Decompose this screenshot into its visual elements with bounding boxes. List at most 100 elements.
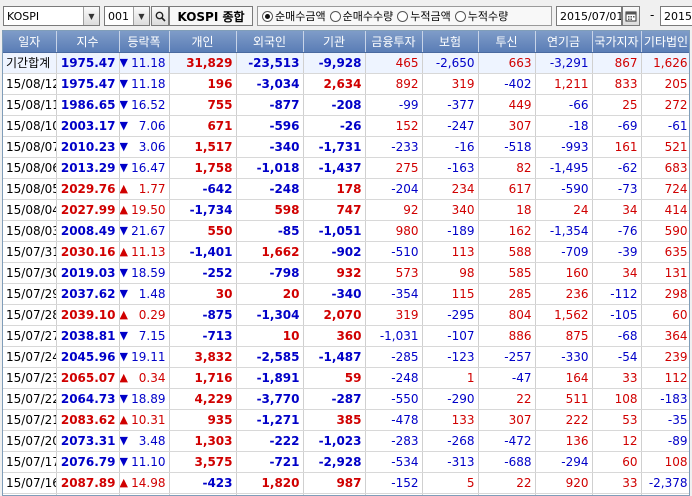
table-row[interactable]: 15/07/23 2065.07 ▲ 0.34 1,716 -1,891 59 -248 1 -4…	[3, 367, 689, 389]
column-header[interactable]: 개인	[169, 31, 237, 53]
code-select-value: 001	[108, 9, 129, 23]
table-row[interactable]: 15/07/28 2039.10 ▲ 0.29 -875 -1,304 2,070 319 -2…	[3, 304, 689, 326]
value-cell: -518	[478, 136, 536, 158]
index-cell: 2030.16	[56, 241, 120, 263]
table-row[interactable]: 15/07/152072.91▲13.686092,357-2,95234-27…	[3, 493, 689, 495]
down-triangle-icon: ▼	[119, 434, 128, 447]
value-cell: 92	[365, 199, 423, 221]
column-header[interactable]: 금융투자	[365, 31, 423, 53]
table-row[interactable]: 15/07/29 2037.62 ▼ 1.48 30 20 -340 -354 115 285 23…	[3, 283, 689, 305]
table-row[interactable]: 15/08/04 2027.99 ▲ 19.50 -1,734 598 747 92 340 18…	[3, 199, 689, 221]
table-row[interactable]: 15/07/20 2073.31 ▼ 3.48 1,303 -222 -1,023 -283-…	[3, 430, 689, 452]
table-row[interactable]: 15/07/24 2045.96 ▼ 19.11 3,832 -2,585 -1,487 -2…	[3, 346, 689, 368]
table-row[interactable]: 15/08/07 2010.23 ▼ 3.06 1,517 -340 -1,731 -233-…	[3, 136, 689, 158]
value-cell: 12	[592, 430, 642, 452]
column-header[interactable]: 투신	[478, 31, 536, 53]
value-cell: 234	[422, 178, 479, 200]
change-cell: ▼ 7.15	[119, 325, 170, 347]
column-header[interactable]: 보험	[422, 31, 479, 53]
table-row[interactable]: 15/07/17 2076.79 ▼ 11.10 3,575 -721 -2,928 -534…	[3, 451, 689, 473]
chevron-down-icon[interactable]: ▼	[133, 7, 149, 25]
search-button[interactable]	[151, 6, 169, 26]
column-header[interactable]: 국가지자	[592, 31, 642, 53]
change-value: 3.06	[138, 139, 166, 154]
table-row[interactable]: 15/08/05 2029.76 ▲ 1.77 -642 -248 178 -204 234 61…	[3, 178, 689, 200]
value-cell: 875	[535, 325, 593, 347]
start-date-calendar-button[interactable]	[622, 6, 640, 26]
value-cell: -183	[641, 388, 689, 410]
market-select[interactable]: KOSPI ▼	[3, 6, 100, 26]
value-cell: 980	[365, 220, 423, 242]
date-cell: 15/08/04	[3, 199, 57, 221]
value-cell: 236	[535, 283, 593, 305]
value-cell: 364	[641, 325, 689, 347]
change-value: 14.98	[131, 475, 166, 490]
value-cell: 585	[478, 262, 536, 284]
column-header[interactable]: 지수	[56, 31, 120, 53]
table-row[interactable]: 15/07/30 2019.03 ▼ 18.59 -252 -798 932 573 98 585…	[3, 262, 689, 284]
up-triangle-icon: ▲	[119, 182, 128, 195]
date-cell: 15/08/12	[3, 73, 57, 95]
value-cell: -2,650	[422, 52, 479, 74]
column-header[interactable]: 연기금	[535, 31, 593, 53]
investor-trade-grid[interactable]: 일자 지수 등락폭 개인 외국인 기관 금융투자 보험 투신 연기금 국가지자 기타법인 기간합계 19…	[2, 30, 690, 496]
value-cell: -66	[535, 94, 593, 116]
down-triangle-icon: ▼	[119, 56, 128, 69]
radio-option-0[interactable]: 순매수금액	[262, 8, 326, 24]
table-row[interactable]: 15/08/11 1986.65 ▼ 16.52 755 -877 -208 -99 -377 4…	[3, 94, 689, 116]
table-row[interactable]: 15/07/31 2030.16 ▲ 11.13 -1,401 1,662 -902 -510…	[3, 241, 689, 263]
radio-option-1[interactable]: 순매수수량	[329, 8, 393, 24]
calendar-icon	[625, 11, 637, 22]
table-row[interactable]: 15/08/06 2013.29 ▼ 16.47 1,758 -1,018 -1,437 27…	[3, 157, 689, 179]
chevron-down-icon[interactable]: ▼	[83, 7, 99, 25]
radio-option-2[interactable]: 누적금액	[397, 8, 451, 24]
change-cell: ▲ 14.98	[119, 472, 170, 494]
date-cell: 15/07/16	[3, 472, 57, 494]
column-header[interactable]: 일자	[3, 31, 57, 53]
column-header[interactable]: 등락폭	[119, 31, 170, 53]
value-cell: 683	[641, 157, 689, 179]
table-row[interactable]: 15/07/16 2087.89 ▲ 14.98 -423 1,820 987 -152 5 22…	[3, 472, 689, 494]
table-row[interactable]: 15/08/12 1975.47 ▼ 11.18 196 -3,034 2,634 892 31…	[3, 73, 689, 95]
change-value: 1.77	[138, 181, 166, 196]
value-cell: -2,585	[236, 346, 304, 368]
down-triangle-icon: ▼	[119, 287, 128, 300]
index-cell: 2087.89	[56, 472, 120, 494]
table-row[interactable]: 15/08/10 2003.17 ▼ 7.06 671 -596 -26 152 -247 307…	[3, 115, 689, 137]
change-cell: ▼ 21.67	[119, 220, 170, 242]
table-row[interactable]: 기간합계 1975.47 ▼ 11.18 31,829 -23,513 -9,928 465-…	[3, 52, 689, 74]
value-cell: -1,031	[365, 325, 423, 347]
code-select[interactable]: 001 ▼	[104, 6, 150, 26]
column-header[interactable]: 기관	[303, 31, 366, 53]
value-cell: -268	[422, 430, 479, 452]
table-row[interactable]: 15/07/22 2064.73 ▼ 18.89 4,229 -3,770 -287 -550…	[3, 388, 689, 410]
index-cell: 2072.91	[56, 493, 120, 495]
value-cell: 112	[641, 367, 689, 389]
radio-option-3[interactable]: 누적수량	[454, 8, 508, 24]
value-cell: -287	[303, 388, 366, 410]
value-cell: 449	[478, 94, 536, 116]
value-cell: -2,378	[641, 472, 689, 494]
date-cell: 15/08/10	[3, 115, 57, 137]
table-row[interactable]: 15/07/27 2038.81 ▼ 7.15 -713 10 360 -1,031 -107 8…	[3, 325, 689, 347]
date-cell: 15/07/20	[3, 430, 57, 452]
value-cell: -248	[365, 367, 423, 389]
down-triangle-icon: ▼	[119, 350, 128, 363]
change-cell: ▼ 18.59	[119, 262, 170, 284]
table-row[interactable]: 15/08/03 2008.49 ▼ 21.67 550 -85 -1,051 980 -189…	[3, 220, 689, 242]
value-cell: 22	[478, 388, 536, 410]
index-cell: 2064.73	[56, 388, 120, 410]
value-cell: 590	[641, 220, 689, 242]
column-header[interactable]: 기타법인	[641, 31, 689, 53]
start-date-input[interactable]: 2015/07/01	[556, 6, 622, 26]
end-date-input[interactable]: 2015/	[660, 6, 692, 26]
value-cell: -252	[169, 262, 237, 284]
value-cell: 360	[303, 325, 366, 347]
column-header[interactable]: 외국인	[236, 31, 304, 53]
value-cell: -204	[365, 178, 423, 200]
value-cell: -330	[535, 346, 593, 368]
change-value: 10.31	[131, 412, 166, 427]
value-cell: 755	[169, 94, 237, 116]
table-row[interactable]: 15/07/21 2083.62 ▲ 10.31 935 -1,271 385 -478 133…	[3, 409, 689, 431]
value-cell: 30	[169, 283, 237, 305]
